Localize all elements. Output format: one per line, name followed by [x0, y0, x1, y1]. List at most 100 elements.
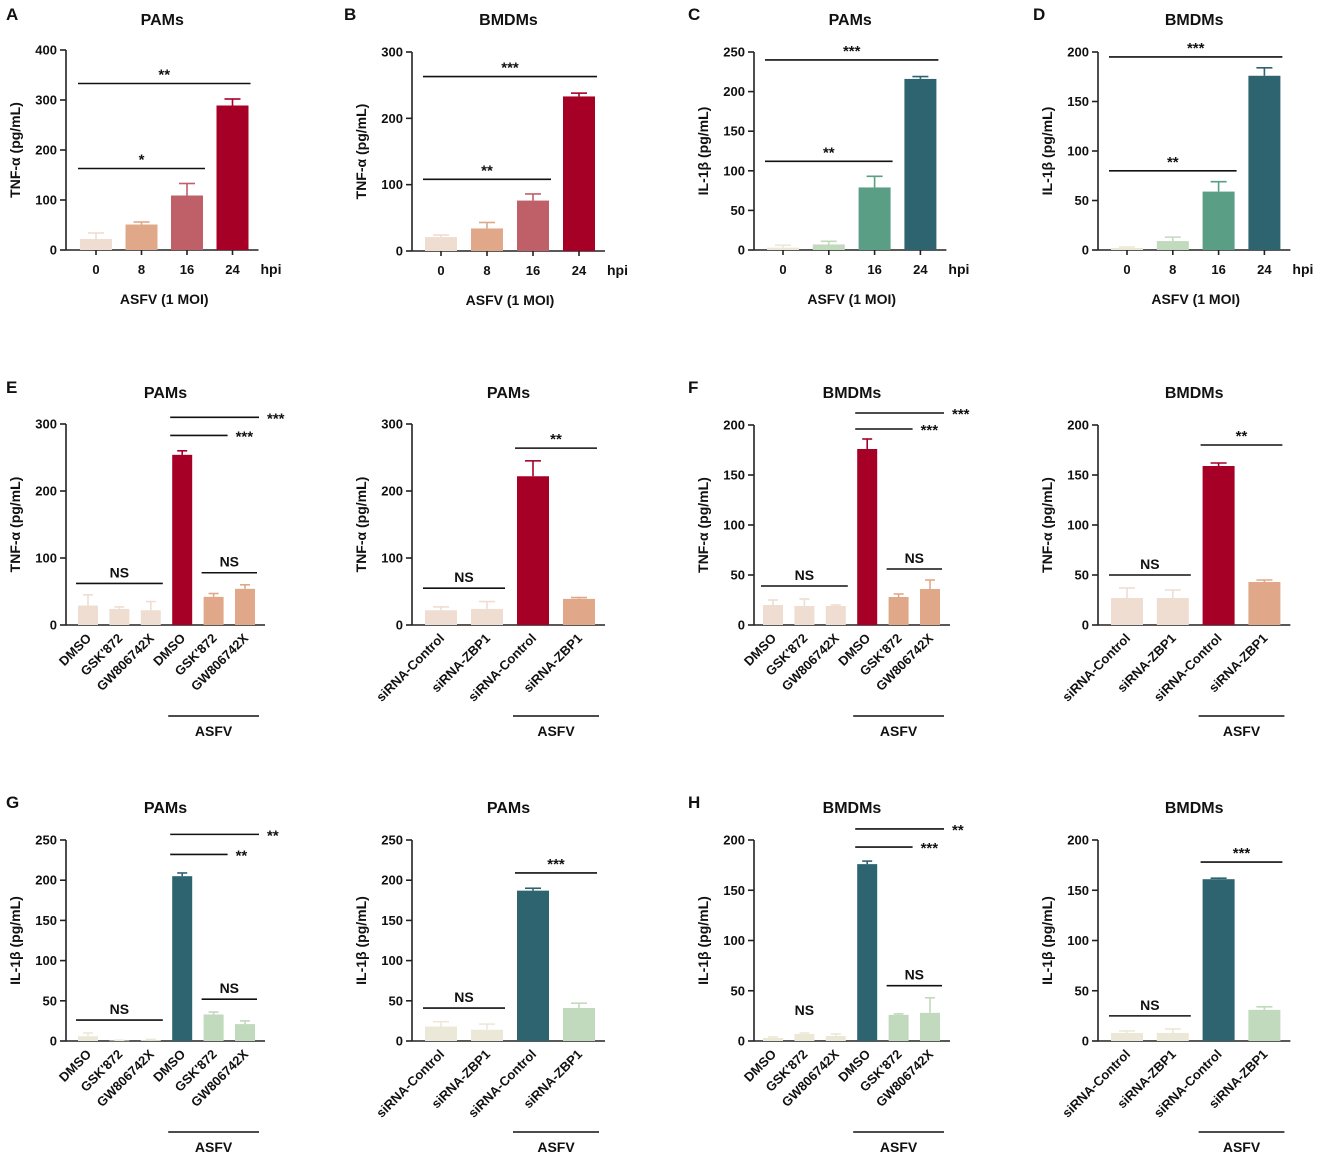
bar [203, 596, 224, 625]
x-tick-label: 16 [1211, 262, 1225, 277]
significance-label: *** [501, 60, 519, 77]
significance-label: ** [1167, 154, 1179, 171]
significance-label: NS [110, 564, 129, 580]
bar [1156, 1032, 1189, 1041]
significance-label: NS [905, 967, 924, 983]
bar [1111, 248, 1143, 250]
x-tick-label: 16 [526, 263, 540, 278]
y-tick-label: 150 [1067, 468, 1089, 483]
bar [1202, 879, 1235, 1041]
y-tick-label: 200 [1067, 418, 1089, 433]
bar [471, 608, 503, 625]
bar [109, 608, 130, 625]
significance-label: NS [795, 567, 814, 583]
bar [563, 1008, 595, 1041]
y-tick-label: 150 [1067, 883, 1089, 898]
y-tick-label: 150 [723, 883, 745, 898]
x-tick-label: 16 [867, 262, 881, 277]
y-tick-label: 150 [723, 468, 745, 483]
bar [888, 597, 909, 625]
y-tick-label: 50 [731, 983, 745, 998]
y-tick-label: 100 [35, 193, 57, 208]
y-tick-label: 0 [1082, 1034, 1089, 1049]
bar [904, 78, 937, 250]
bar [80, 239, 112, 250]
bar [235, 1024, 255, 1041]
y-tick-label: 400 [35, 43, 57, 58]
x-tick-label: 8 [138, 262, 145, 277]
chart-title: PAMs [141, 12, 184, 29]
y-tick-label: 200 [723, 418, 745, 433]
y-tick-label: 50 [389, 993, 403, 1008]
y-tick-label: 100 [381, 953, 403, 968]
bar [563, 598, 595, 625]
group-label: ASFV [1223, 1139, 1261, 1155]
chart-title: PAMs [487, 800, 530, 817]
significance-label: *** [921, 422, 939, 439]
x-tick-label: 16 [180, 262, 194, 277]
y-tick-label: 100 [723, 163, 745, 178]
bar [471, 228, 503, 251]
bar [858, 187, 891, 250]
chart-panel: A PAMs 0 100 200 300 400 TNF-α (pg/mL) 0 8 16 24 hpi… [6, 5, 282, 307]
bar [812, 244, 845, 250]
group-label: ASFV [537, 723, 575, 739]
x-tick-label: 0 [779, 262, 786, 277]
bar [425, 237, 457, 251]
y-tick-label: 200 [35, 873, 57, 888]
bar [825, 1035, 846, 1041]
significance-label: NS [454, 989, 473, 1005]
y-tick-label: 200 [381, 484, 403, 499]
bar [78, 1036, 98, 1041]
bar [767, 247, 799, 250]
group-label: ASFV [195, 1139, 233, 1155]
bar [1248, 75, 1281, 250]
bar [920, 1012, 940, 1041]
bar [857, 864, 878, 1041]
y-axis-label: IL-1β (pg/mL) [353, 896, 369, 985]
significance-label: ** [1236, 428, 1248, 445]
significance-label: ** [823, 144, 835, 161]
y-tick-label: 100 [35, 953, 57, 968]
bar [1248, 582, 1281, 625]
significance-label: *** [843, 43, 861, 60]
significance-label: * [139, 152, 145, 169]
x-unit-label: hpi [261, 261, 282, 277]
y-axis-label: IL-1β (pg/mL) [1039, 896, 1055, 985]
y-tick-label: 0 [396, 1034, 403, 1049]
y-tick-label: 100 [381, 551, 403, 566]
significance-label: NS [1140, 556, 1159, 572]
y-tick-label: 200 [1067, 45, 1089, 60]
y-tick-label: 0 [738, 243, 745, 258]
significance-label: ** [550, 431, 562, 448]
chart-title: PAMs [144, 385, 187, 402]
x-tick-label: 8 [1169, 262, 1176, 277]
group-label: ASFV [1223, 723, 1261, 739]
x-axis-label: ASFV (1 MOI) [466, 292, 555, 308]
y-axis-label: TNF-α (pg/mL) [353, 477, 369, 573]
y-tick-label: 0 [50, 618, 57, 633]
panel-letter: C [688, 5, 700, 24]
y-tick-label: 300 [35, 417, 57, 432]
bar [125, 224, 158, 250]
y-tick-label: 50 [1075, 983, 1089, 998]
chart-title: PAMs [144, 800, 187, 817]
y-tick-label: 0 [396, 244, 403, 259]
y-tick-label: 100 [35, 551, 57, 566]
significance-label: NS [795, 1002, 814, 1018]
y-tick-label: 100 [723, 933, 745, 948]
significance-label: *** [236, 428, 254, 445]
y-tick-label: 150 [381, 913, 403, 928]
y-axis-label: IL-1β (pg/mL) [695, 896, 711, 985]
significance-label: ** [236, 847, 248, 864]
y-tick-label: 0 [1082, 618, 1089, 633]
significance-label: *** [952, 406, 970, 423]
y-tick-label: 200 [381, 873, 403, 888]
y-axis-label: TNF-α (pg/mL) [695, 477, 711, 573]
y-tick-label: 200 [723, 833, 745, 848]
chart-title: BMDMs [823, 385, 882, 402]
